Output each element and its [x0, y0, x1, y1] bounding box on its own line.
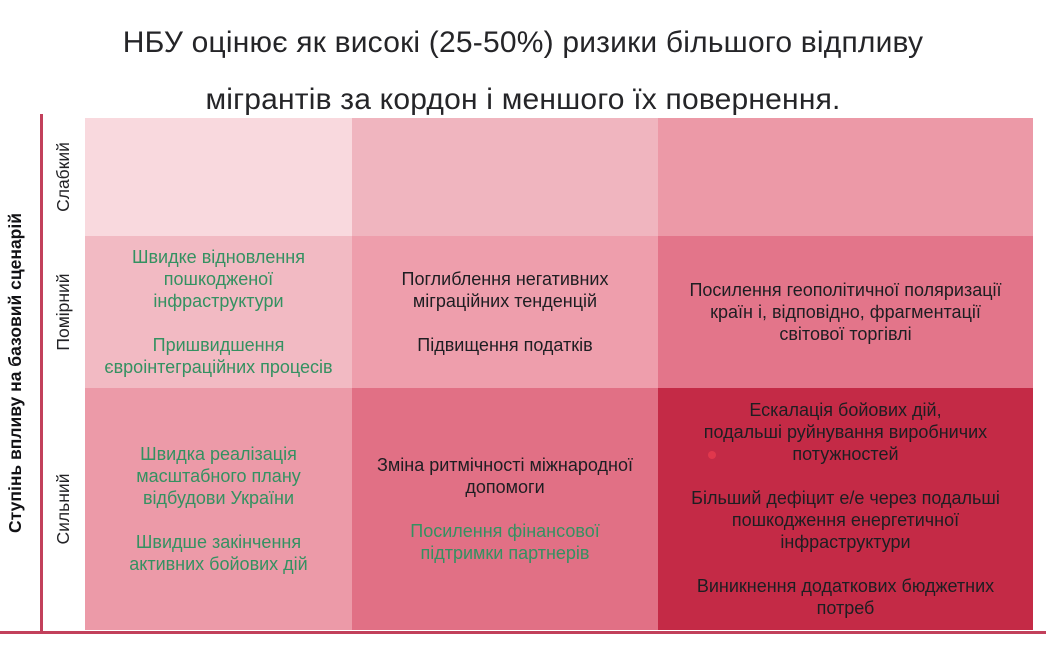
risk-item: Посилення геополітичної поляризації краї…: [689, 280, 1002, 344]
risk-item: Швидке відновлення пошкодженої інфрастру…: [131, 247, 305, 311]
risk-cell-r0c1: [352, 118, 658, 236]
risk-cell-r2c2: Ескалація бойових дій, подальші руйнуван…: [658, 388, 1033, 630]
figure-title-line-2: мігрантів за кордон і меншого їх поверне…: [205, 83, 841, 116]
y-axis-line: [40, 114, 43, 632]
risk-item: Підвищення податків: [417, 335, 593, 355]
y-tick-label-strong: Сильний: [53, 473, 73, 545]
red-dot-marker: [708, 451, 716, 459]
risk-item: Поглиблення негативних міграційних тенде…: [401, 269, 609, 311]
x-axis-baseline: [0, 631, 1046, 634]
risk-matrix-grid: Швидке відновлення пошкодженої інфрастру…: [85, 118, 1033, 630]
risk-item: Посилення фінансової підтримки партнерів: [410, 521, 600, 563]
risk-item: Пришвидшення євроінтеграційних процесів: [104, 335, 333, 377]
risk-item: Зміна ритмічності міжнародної допомоги: [377, 455, 633, 497]
risk-cell-r2c1: Зміна ритмічності міжнародної допомоги По…: [352, 388, 658, 630]
risk-item: Виникнення додаткових бюджетних потреб: [696, 576, 995, 618]
risk-cell-r1c2: Посилення геополітичної поляризації краї…: [658, 236, 1033, 388]
risk-item: Швидше закінчення активних бойових дій: [129, 532, 308, 574]
risk-item: Ескалація бойових дій, подальші руйнуван…: [703, 400, 988, 464]
risk-item: Більший дефіцит е/е через подальші пошко…: [691, 488, 1000, 552]
risk-cell-r1c0: Швидке відновлення пошкодженої інфрастру…: [85, 236, 352, 388]
risk-cell-r1c1: Поглиблення негативних міграційних тенде…: [352, 236, 658, 388]
risk-item: Швидка реалізація масштабного плану відб…: [136, 444, 301, 508]
y-axis-title: Ступінь впливу на базовий сценарій: [5, 213, 25, 533]
risk-cell-r0c0: [85, 118, 352, 236]
risk-cell-r2c0: Швидка реалізація масштабного плану відб…: [85, 388, 352, 630]
risk-cell-r0c2: [658, 118, 1033, 236]
figure-title: НБУ оцінює як високі (25-50%) ризики біл…: [0, 14, 1046, 128]
y-tick-label-moderate: Помірний: [53, 273, 73, 351]
figure-title-line-1: НБУ оцінює як високі (25-50%) ризики біл…: [122, 26, 924, 59]
